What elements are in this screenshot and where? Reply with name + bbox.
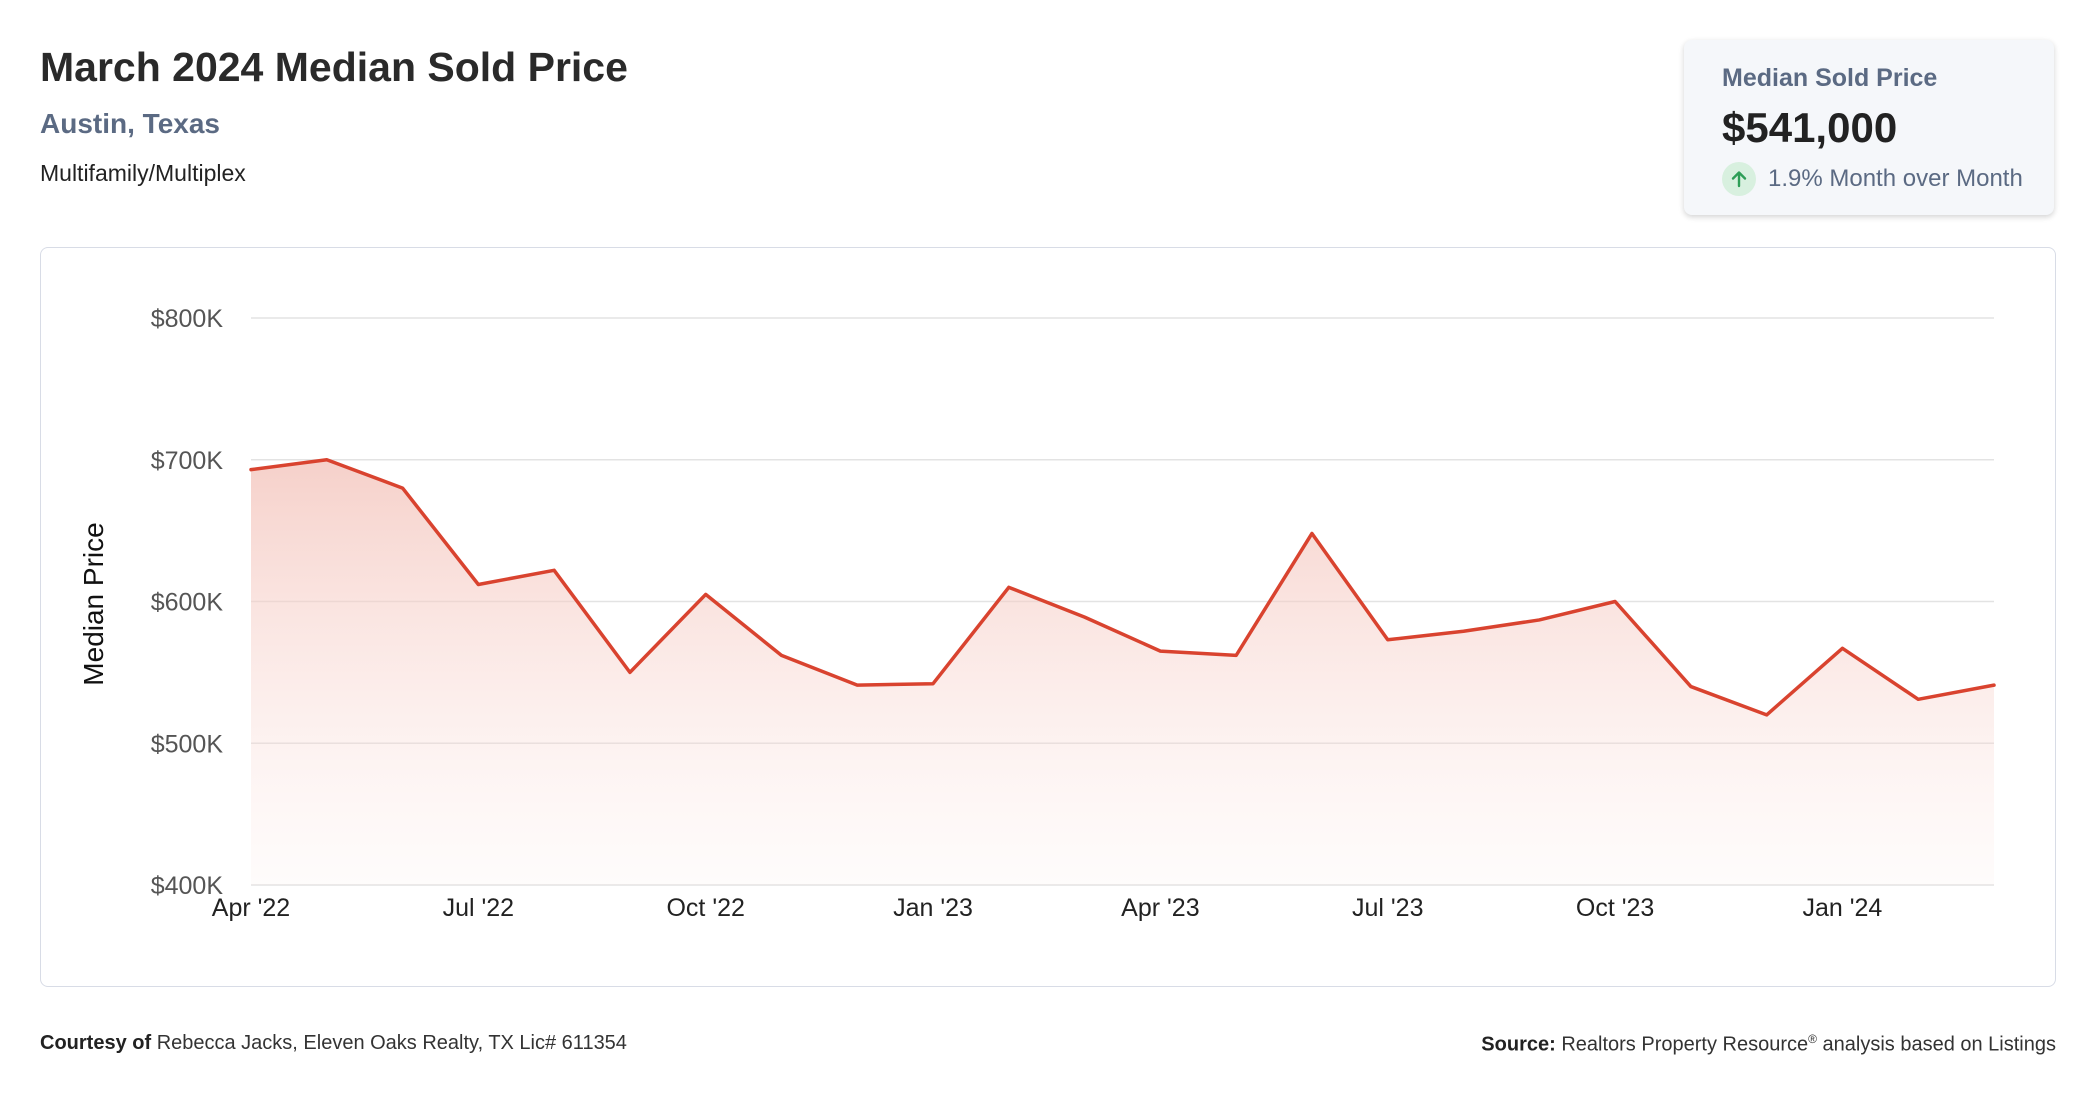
location-subtitle: Austin, Texas xyxy=(40,108,220,139)
kpi-change: 1.9% Month over Month xyxy=(1722,162,2023,196)
median-price-chart: $400K $500K $600K $700K $800K Apr '22 Jul '22… xyxy=(78,305,1996,922)
y-tick-label: $600K xyxy=(151,589,224,617)
price-area-fill xyxy=(251,459,1994,885)
source-label: Source: xyxy=(1481,1033,1556,1056)
source-suffix: analysis based on Listings xyxy=(1822,1033,2056,1056)
x-tick-label: Oct '23 xyxy=(1576,894,1654,922)
x-tick-label: Apr '22 xyxy=(212,894,290,922)
courtesy-footer: Courtesy of Rebecca Jacks, Eleven Oaks R… xyxy=(40,1032,627,1055)
registered-mark: ® xyxy=(1808,1032,1817,1046)
courtesy-text: Rebecca Jacks, Eleven Oaks Realty, TX Li… xyxy=(156,1032,627,1054)
source-text: Realtors Property Resource xyxy=(1561,1033,1809,1056)
x-tick-label: Oct '22 xyxy=(666,894,744,922)
y-axis-label: Median Price xyxy=(78,522,109,685)
kpi-card: Median Sold Price $541,000 1.9% Month ov… xyxy=(1684,40,2054,215)
courtesy-label: Courtesy of xyxy=(40,1032,152,1054)
x-tick-label: Jul '22 xyxy=(443,894,514,922)
y-tick-label: $700K xyxy=(151,447,224,475)
kpi-label: Median Sold Price xyxy=(1722,64,1938,92)
page-title: March 2024 Median Sold Price xyxy=(40,44,628,90)
property-type-label: Multifamily/Multiplex xyxy=(40,160,246,186)
y-tick-label: $400K xyxy=(151,872,224,900)
kpi-value: $541,000 xyxy=(1722,104,1898,151)
price-series-line xyxy=(249,458,1996,717)
arrow-up-icon xyxy=(1722,162,1756,196)
y-tick-label: $500K xyxy=(151,730,224,758)
x-tick-label: Jan '24 xyxy=(1803,894,1883,922)
x-tick-label: Jul '23 xyxy=(1352,894,1423,922)
source-footer: Source: Realtors Property Resource® anal… xyxy=(1481,1032,2056,1057)
x-tick-label: Jan '23 xyxy=(893,894,973,922)
kpi-change-text: 1.9% Month over Month xyxy=(1768,165,2023,192)
x-tick-label: Apr '23 xyxy=(1121,894,1199,922)
chart-panel: $400K $500K $600K $700K $800K Apr '22 Jul '22… xyxy=(40,247,2056,987)
y-tick-label: $800K xyxy=(151,305,224,333)
